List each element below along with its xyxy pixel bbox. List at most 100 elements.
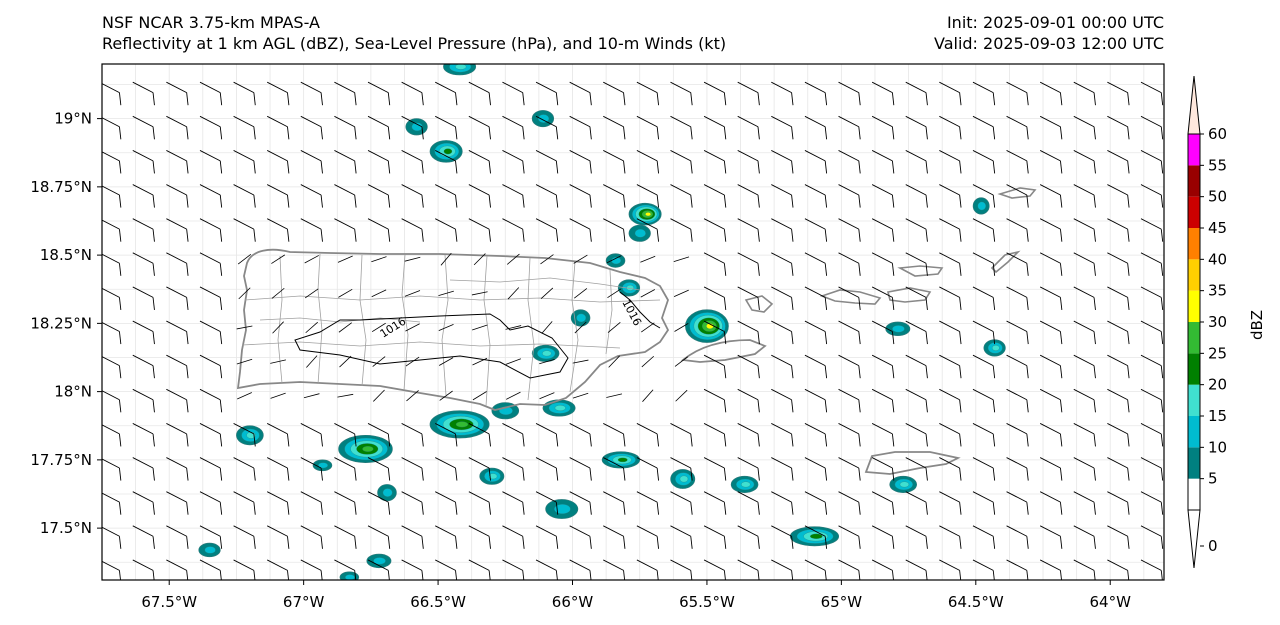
wind-barb bbox=[871, 525, 895, 549]
wind-barb bbox=[939, 559, 962, 580]
wind-barb bbox=[871, 423, 895, 447]
storm-cell bbox=[605, 253, 626, 268]
wind-barb bbox=[1006, 218, 1029, 242]
wind-barb bbox=[233, 115, 256, 140]
wind-barb bbox=[804, 286, 828, 310]
storm-cell bbox=[685, 309, 729, 343]
wind-barb bbox=[603, 423, 626, 447]
wind-barb bbox=[367, 218, 391, 242]
wind-barb bbox=[1140, 559, 1164, 580]
colorbar-tick-label: 30 bbox=[1208, 313, 1227, 331]
wind-barb bbox=[233, 491, 256, 515]
wind-barb bbox=[905, 252, 928, 276]
st-thomas-coastline bbox=[819, 289, 882, 305]
wind-barb bbox=[838, 491, 861, 515]
wind-barb bbox=[132, 388, 155, 413]
wind-barb bbox=[401, 423, 424, 447]
wind-barb bbox=[737, 388, 760, 413]
wind-barb bbox=[1006, 491, 1029, 515]
wind-barb bbox=[905, 115, 928, 140]
wind-barb bbox=[871, 81, 895, 106]
wind-barb bbox=[1140, 252, 1164, 276]
wind-barb bbox=[199, 423, 223, 447]
wind-barb bbox=[468, 81, 491, 106]
wind-barb bbox=[505, 358, 521, 365]
wind-barb bbox=[771, 320, 794, 345]
wind-barb bbox=[199, 286, 223, 310]
storm-cell bbox=[443, 64, 477, 76]
wind-barb bbox=[1039, 388, 1063, 413]
wind-barb bbox=[502, 423, 525, 447]
reflectivity-contour bbox=[362, 446, 374, 452]
colorbar-under-extension bbox=[1187, 509, 1201, 569]
wind-barb bbox=[468, 115, 491, 140]
wind-barb bbox=[737, 184, 760, 208]
lat-tick-label: 18.75°N bbox=[30, 178, 92, 196]
wind-barb bbox=[468, 457, 491, 481]
wind-barb bbox=[199, 252, 223, 276]
colorbar-segment bbox=[1188, 416, 1200, 448]
reflectivity-contour bbox=[538, 114, 550, 123]
wind-barb bbox=[1039, 81, 1063, 106]
wind-barb bbox=[905, 559, 928, 580]
wind-barb bbox=[771, 559, 794, 580]
wind-barb bbox=[535, 115, 559, 140]
anegada-coastline bbox=[997, 187, 1037, 199]
wind-barb bbox=[132, 559, 155, 580]
wind-barb bbox=[838, 559, 861, 580]
wind-barb bbox=[236, 325, 253, 330]
wind-barb bbox=[771, 81, 794, 106]
wind-barb bbox=[636, 184, 660, 208]
reflectivity-contour bbox=[488, 473, 498, 480]
wind-barb bbox=[636, 218, 660, 242]
wind-barb bbox=[300, 559, 323, 580]
wind-barb bbox=[703, 286, 727, 310]
wind-barb bbox=[266, 457, 290, 481]
wind-barb bbox=[674, 323, 689, 332]
wind-barb bbox=[804, 184, 828, 208]
wind-barb bbox=[771, 115, 794, 140]
wind-barb bbox=[939, 150, 962, 174]
wind-barb bbox=[871, 457, 895, 481]
wind-barb bbox=[438, 357, 454, 366]
wind-barb bbox=[199, 218, 223, 242]
wind-barb bbox=[304, 288, 319, 299]
wind-barb bbox=[334, 525, 357, 549]
wind-barb bbox=[737, 423, 760, 447]
wind-barb bbox=[1140, 491, 1164, 515]
storm-cell bbox=[628, 202, 662, 226]
st-john-coastline bbox=[887, 287, 932, 303]
wind-barb bbox=[569, 150, 592, 174]
wind-barb bbox=[670, 525, 693, 549]
wind-barb bbox=[606, 393, 623, 398]
wind-barb bbox=[771, 525, 794, 549]
wind-barb bbox=[670, 559, 693, 580]
wind-barb bbox=[300, 525, 323, 549]
wind-barb bbox=[871, 320, 895, 345]
wind-barb bbox=[606, 255, 622, 264]
wind-barb bbox=[1140, 150, 1164, 174]
wind-barb bbox=[905, 423, 928, 447]
wind-barb bbox=[339, 355, 352, 368]
storm-cell bbox=[628, 224, 651, 242]
wind-barb bbox=[1039, 320, 1063, 345]
lat-tick-label: 18.5°N bbox=[40, 246, 92, 264]
wind-barb bbox=[1140, 218, 1164, 242]
wind-barb bbox=[435, 491, 458, 515]
wind-barb bbox=[337, 393, 354, 398]
wind-barb bbox=[233, 81, 256, 106]
wind-barb bbox=[939, 286, 962, 310]
wind-barb bbox=[703, 525, 727, 549]
wind-barb bbox=[334, 115, 357, 140]
wind-barb bbox=[435, 559, 458, 580]
wind-barb bbox=[1107, 388, 1130, 413]
colorbar-segment bbox=[1188, 165, 1200, 197]
colorbar-tick-label: 35 bbox=[1208, 282, 1227, 300]
wind-barb bbox=[540, 254, 554, 265]
wind-barb bbox=[804, 388, 828, 413]
lat-tick-label: 18°N bbox=[54, 383, 92, 401]
wind-barb bbox=[270, 359, 286, 364]
wind-barb bbox=[939, 525, 962, 549]
wind-barb bbox=[838, 354, 861, 379]
